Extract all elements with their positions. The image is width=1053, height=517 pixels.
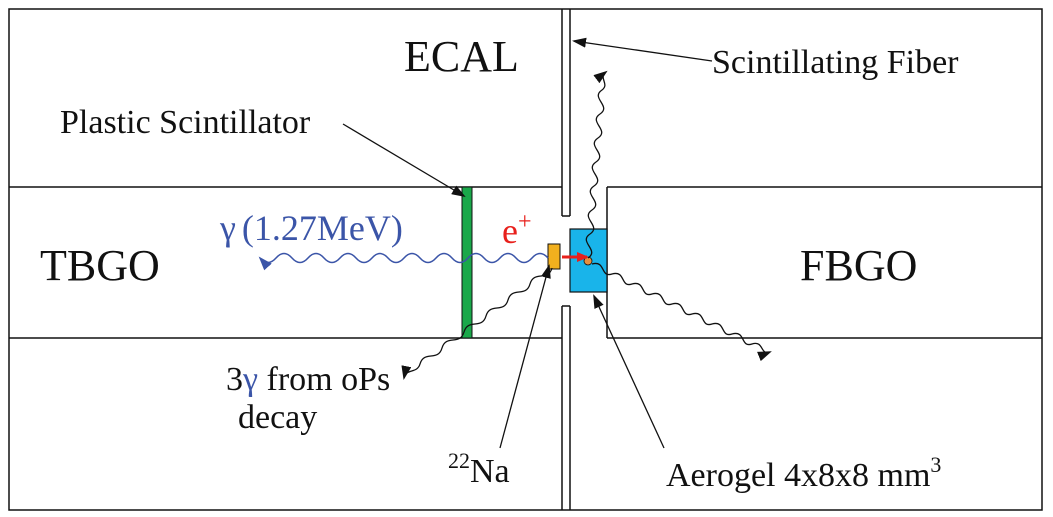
tbgo-label: TBGO (40, 241, 160, 290)
fbgo-label: FBGO (800, 241, 917, 290)
na22-symbol: Na (470, 453, 510, 490)
gamma-symbol: γ (219, 208, 236, 248)
positron-charge: + (518, 209, 532, 235)
plastic-scint-pointer (342, 123, 466, 198)
three-gamma-rest: from oPs (258, 361, 390, 398)
scintillating-fiber (561, 9, 571, 510)
decay-label: decay (238, 399, 317, 436)
three-gamma-symbol: γ (242, 361, 258, 398)
aerogel-text: Aerogel 4x8x8 mm (666, 457, 930, 494)
plastic-scint-label: Plastic Scintillator (60, 104, 311, 141)
aerogel-label: Aerogel 4x8x8 mm3 (666, 452, 941, 494)
ecal-label: ECAL (404, 32, 519, 81)
ops-gamma-down-right (591, 262, 772, 362)
plastic-scintillator-bar (461, 186, 473, 339)
na22-label: 22Na (448, 448, 510, 490)
outer-frame (8, 8, 1043, 511)
aerogel-pointer (593, 294, 665, 449)
gamma-energy-label: γ (1.27MeV) (219, 208, 403, 248)
aerogel-exponent: 3 (930, 452, 941, 477)
na22-source (547, 243, 561, 270)
positron-symbol: e (502, 211, 518, 251)
gamma-wave (258, 252, 549, 271)
scint-fiber-label: Scintillating Fiber (712, 44, 959, 81)
ops-gamma-down-left (401, 267, 553, 380)
three-gamma-label: 3γ from oPs (226, 361, 390, 398)
na22-mass-number: 22 (448, 448, 470, 473)
positron-label: e+ (502, 209, 532, 251)
ops-gamma-up (585, 70, 608, 259)
three-gamma-prefix: 3 (226, 361, 243, 398)
scint-fiber-pointer (572, 37, 713, 62)
gamma-energy-value: (1.27MeV) (242, 208, 403, 248)
na22-pointer (499, 264, 551, 449)
